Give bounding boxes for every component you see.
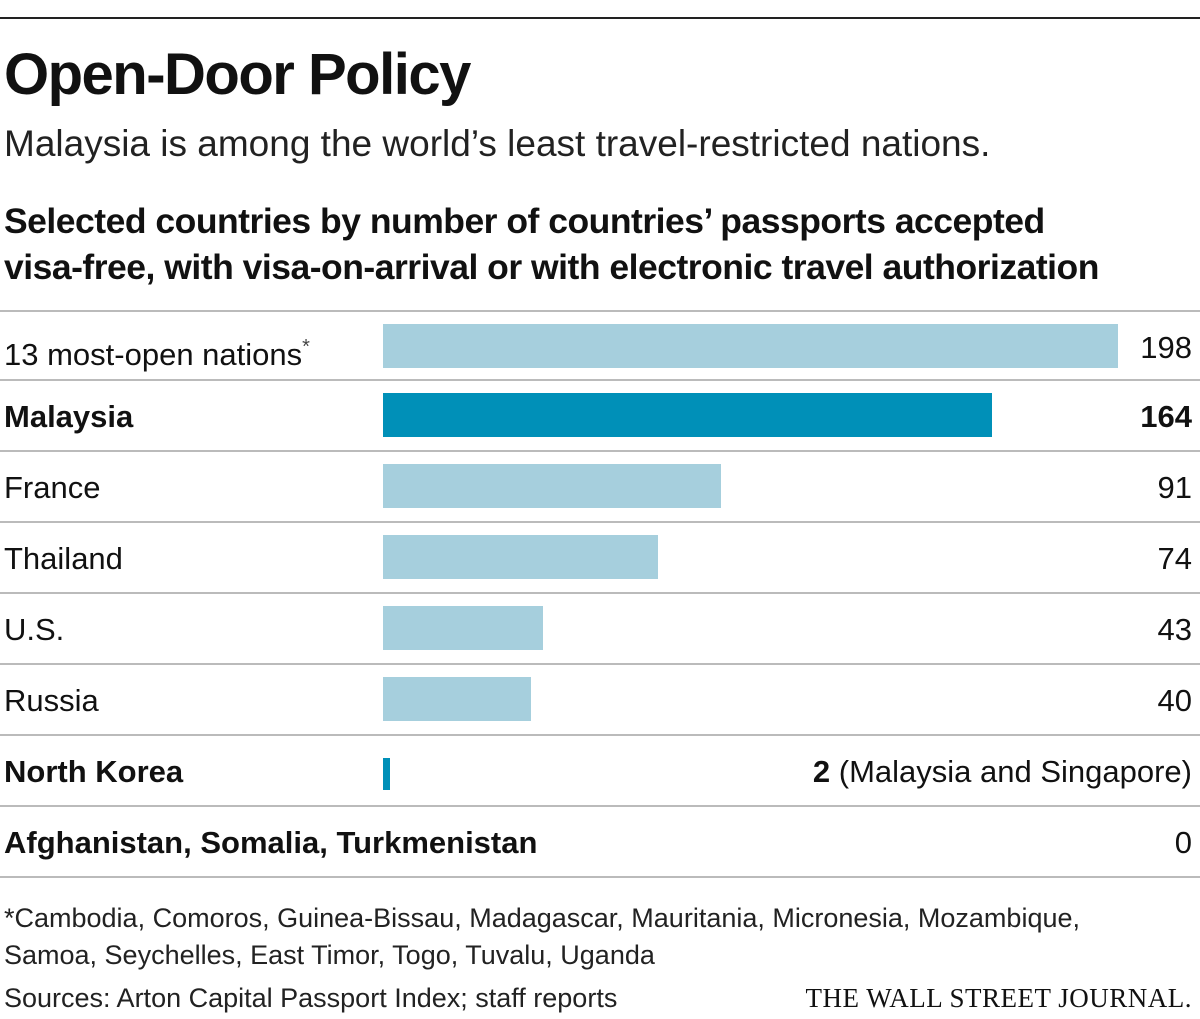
category-label: Afghanistan, Somalia, Turkmenistan <box>4 807 537 878</box>
category-label: France <box>4 452 100 523</box>
category-label-text: France <box>4 470 101 505</box>
category-label: Russia <box>4 665 99 736</box>
value-number: 2 <box>812 754 831 789</box>
top-rule <box>0 17 1200 19</box>
value-label: 198 <box>1140 312 1192 383</box>
value-label: 2 (Malaysia and Singapore) <box>813 736 1192 807</box>
bar <box>383 535 658 579</box>
category-label: Thailand <box>4 523 123 594</box>
chart-heading-line-1: Selected countries by number of countrie… <box>4 201 1045 241</box>
chart-title: Open-Door Policy <box>4 42 471 107</box>
category-label-text: 13 most-open nations <box>4 337 303 372</box>
chart-row: Malaysia 164 <box>0 381 1200 452</box>
value-label: 74 <box>1158 523 1192 594</box>
footnote-marker: * <box>302 336 310 358</box>
chart-row: 13 most-open nations* 198 <box>0 310 1200 381</box>
chart-row: Russia 40 <box>0 665 1200 736</box>
bar <box>383 464 721 508</box>
category-label-text: U.S. <box>4 612 65 647</box>
value-number: 164 <box>1140 399 1192 434</box>
category-label-text: Thailand <box>4 541 123 576</box>
value-label: 40 <box>1158 665 1192 736</box>
footnote-line-2: Samoa, Seychelles, East Timor, Togo, Tuv… <box>4 940 655 970</box>
chart-row: France 91 <box>0 452 1200 523</box>
value-label: 0 <box>1175 807 1192 878</box>
value-label: 43 <box>1158 594 1192 665</box>
category-label: U.S. <box>4 594 64 665</box>
chart-row: North Korea 2 (Malaysia and Singapore) <box>0 736 1200 807</box>
chart-row: Thailand 74 <box>0 523 1200 594</box>
value-note: (Malaysia and Singapore) <box>830 754 1192 789</box>
bar <box>383 758 391 790</box>
chart-subtitle: Malaysia is among the world’s least trav… <box>4 123 991 164</box>
value-number: 40 <box>1157 683 1192 718</box>
bar <box>383 324 1118 368</box>
value-number: 0 <box>1174 825 1192 860</box>
value-number: 74 <box>1157 541 1192 576</box>
chart-row: Afghanistan, Somalia, Turkmenistan 0 <box>0 807 1200 878</box>
source-note: Sources: Arton Capital Passport Index; s… <box>4 983 618 1013</box>
category-label: Malaysia <box>4 381 133 452</box>
category-label-text: Afghanistan, Somalia, Turkmenistan <box>4 825 538 860</box>
value-number: 43 <box>1157 612 1192 647</box>
chart-heading-line-2: visa-free, with visa-on-arrival or with … <box>4 247 1099 287</box>
category-label: 13 most-open nations* <box>4 312 310 390</box>
category-label-text: North Korea <box>4 754 184 789</box>
bar <box>383 677 532 721</box>
bar-chart: 13 most-open nations* 198 Malaysia 164 Franc… <box>0 310 1200 878</box>
chart-heading: Selected countries by number of countrie… <box>4 198 1200 290</box>
footnote: *Cambodia, Comoros, Guinea-Bissau, Madag… <box>4 900 1194 974</box>
value-number: 91 <box>1157 470 1192 505</box>
bar <box>383 393 992 437</box>
footnote-line-1: *Cambodia, Comoros, Guinea-Bissau, Madag… <box>4 903 1080 933</box>
category-label-text: Malaysia <box>4 399 134 434</box>
category-label-text: Russia <box>4 683 99 718</box>
category-label: North Korea <box>4 736 183 807</box>
brand-logo: THE WALL STREET JOURNAL. <box>805 983 1192 1013</box>
bar <box>383 606 543 650</box>
value-label: 164 <box>1140 381 1192 452</box>
chart-row: U.S. 43 <box>0 594 1200 665</box>
value-label: 91 <box>1158 452 1192 523</box>
value-number: 198 <box>1140 330 1192 365</box>
